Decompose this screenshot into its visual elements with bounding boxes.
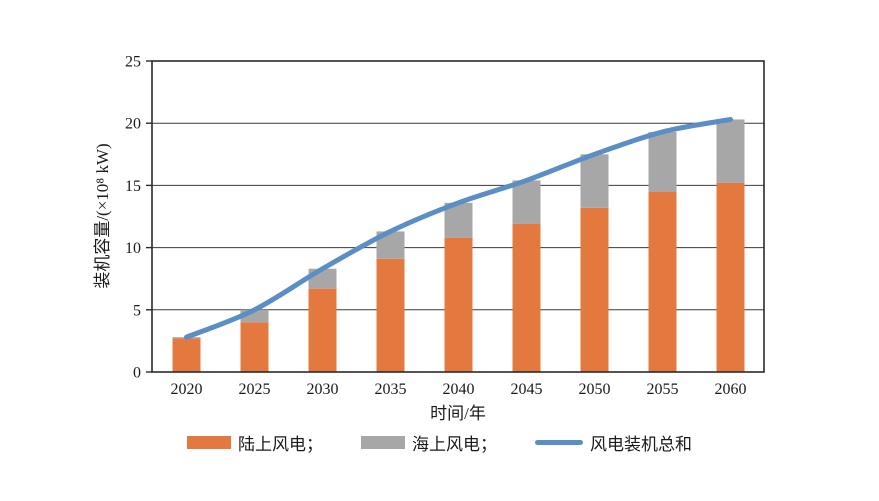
x-tick-label: 2060: [715, 381, 747, 398]
bar-segment: [376, 258, 405, 372]
y-tick-label: 25: [125, 54, 141, 71]
bar-segment: [172, 338, 201, 372]
bar-segment: [240, 322, 269, 372]
x-tick-label: 2045: [511, 381, 543, 398]
legend-item-offshore: 海上风电；: [361, 430, 497, 455]
y-tick-label: 15: [125, 178, 141, 195]
x-tick-label: 2030: [307, 381, 339, 398]
bar-segment: [308, 288, 337, 372]
legend-item-onshore: 陆上风电；: [187, 430, 323, 455]
legend-item-total: 风电装机总和: [535, 430, 692, 455]
y-axis-label: 装机容量/(×10⁸ kW): [93, 143, 112, 288]
y-tick-label: 10: [125, 240, 141, 257]
bar-segment: [580, 154, 609, 208]
x-tick-label: 2050: [579, 381, 611, 398]
y-tick-label: 20: [125, 116, 141, 133]
y-tick-label: 0: [133, 365, 141, 382]
x-axis-label: 时间/年: [430, 404, 486, 423]
bar-segment: [716, 182, 745, 372]
bar-segment: [444, 237, 473, 372]
plot-frame: [151, 60, 765, 373]
x-tick-label: 2020: [171, 381, 203, 398]
x-tick-label: 2035: [375, 381, 407, 398]
bar-segment: [512, 223, 541, 372]
legend-label-offshore: 海上风电；: [412, 435, 497, 454]
bar-segment: [512, 180, 541, 224]
x-tick-label: 2055: [647, 381, 679, 398]
bars: [172, 119, 745, 372]
legend-label-total: 风电装机总和: [590, 435, 692, 454]
bar-segment: [580, 207, 609, 372]
total-line: [184, 116, 733, 340]
legend-label-onshore: 陆上风电；: [238, 435, 323, 454]
total-line-swatch: [535, 440, 583, 445]
bar-segment: [716, 119, 745, 183]
y-tick-label: 5: [133, 302, 141, 319]
x-tick-label: 2025: [239, 381, 271, 398]
legend: 陆上风电； 海上风电； 风电装机总和: [0, 430, 879, 455]
x-tick-label: 2040: [443, 381, 475, 398]
bar-segment: [648, 191, 677, 372]
offshore-wind-swatch: [361, 436, 405, 449]
bar-segment: [648, 131, 677, 192]
onshore-wind-swatch: [187, 436, 231, 449]
